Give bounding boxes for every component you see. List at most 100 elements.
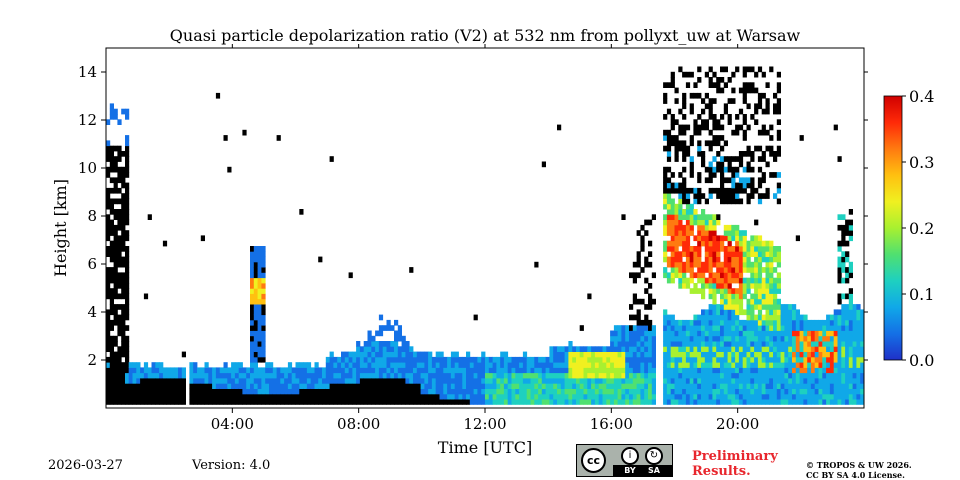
- heatmap-cell: [727, 330, 732, 337]
- heatmap-cell: [356, 383, 361, 389]
- heatmap-cell: [594, 399, 600, 405]
- heatmap-cell: [765, 187, 770, 194]
- heatmap-cell: [773, 156, 778, 162]
- heatmap-cell: [617, 399, 622, 405]
- heatmap-cell: [663, 82, 668, 88]
- heatmap-cell: [670, 367, 675, 374]
- heatmap-cell: [689, 383, 694, 389]
- heatmap-cell: [761, 383, 766, 389]
- heatmap-cell: [697, 251, 702, 257]
- heatmap-cell: [757, 298, 763, 305]
- heatmap-cell: [481, 351, 486, 358]
- heatmap-cell: [394, 367, 399, 374]
- heatmap-cell: [720, 283, 725, 289]
- heatmap-cell: [401, 335, 406, 342]
- heatmap-cell: [738, 383, 744, 389]
- heatmap-cell: [841, 304, 846, 310]
- heatmap-cell: [689, 372, 694, 379]
- heatmap-cell: [701, 214, 706, 220]
- heatmap-cell: [541, 383, 546, 389]
- heatmap-cell: [682, 346, 687, 352]
- heatmap-cell: [799, 383, 804, 389]
- heatmap-cell: [363, 362, 368, 368]
- heatmap-cell: [174, 393, 179, 400]
- heatmap-cell: [469, 356, 474, 363]
- heatmap-cell: [200, 378, 205, 384]
- heatmap-cell: [829, 383, 835, 389]
- heatmap-cell: [856, 388, 861, 395]
- heatmap-cell: [253, 388, 258, 395]
- heatmap-cell: [598, 346, 603, 352]
- heatmap-cell: [613, 372, 619, 379]
- heatmap-cell: [397, 330, 402, 337]
- heatmap-cell: [735, 288, 740, 294]
- heatmap-cell: [727, 156, 732, 162]
- heatmap-cell: [712, 272, 717, 279]
- heatmap-cell: [435, 378, 440, 384]
- heatmap-cell: [473, 388, 478, 395]
- heatmap-cell: [799, 399, 804, 405]
- heatmap-cell: [250, 399, 255, 405]
- heatmap-cell: [553, 388, 558, 395]
- heatmap-cell: [735, 346, 740, 352]
- heatmap-cell: [261, 293, 266, 300]
- heatmap-cell: [431, 367, 437, 374]
- heatmap-cell: [113, 399, 118, 405]
- heatmap-cell: [735, 330, 740, 337]
- heatmap-cell: [765, 367, 770, 374]
- heatmap-cell: [670, 124, 675, 131]
- heatmap-cell: [682, 166, 687, 173]
- heatmap-cell: [723, 166, 728, 173]
- heatmap-cell: [629, 393, 634, 400]
- heatmap-cell: [693, 272, 698, 279]
- heatmap-cell: [674, 335, 679, 342]
- heatmap-cell: [860, 346, 864, 352]
- heatmap-cell: [178, 399, 183, 405]
- heatmap-cell: [731, 87, 736, 94]
- heatmap-cell: [257, 288, 262, 294]
- heatmap-cell: [704, 71, 709, 78]
- heatmap-cell: [765, 351, 770, 358]
- heatmap-cell: [113, 267, 118, 273]
- heatmap-cell: [682, 177, 687, 184]
- heatmap-cell: [651, 378, 656, 384]
- heatmap-cell: [632, 399, 637, 405]
- heatmap-cell: [450, 362, 456, 368]
- heatmap-cell: [742, 330, 747, 337]
- heatmap-cell: [780, 356, 785, 363]
- heatmap-cell: [841, 351, 846, 358]
- heatmap-cell: [708, 378, 713, 384]
- heatmap-cell: [492, 399, 497, 405]
- heatmap-cell: [375, 372, 380, 379]
- heatmap-cell: [810, 341, 816, 347]
- heatmap-cell: [450, 356, 456, 363]
- heatmap-cell: [841, 277, 846, 284]
- heatmap-cell: [792, 335, 797, 342]
- heatmap-cell: [735, 124, 740, 131]
- heatmap-cell: [845, 393, 850, 400]
- heatmap-cell: [776, 129, 781, 136]
- heatmap-cell: [113, 161, 118, 168]
- heatmap-cell: [776, 172, 781, 178]
- heatmap-cell: [765, 283, 770, 289]
- heatmap-cell: [560, 399, 565, 405]
- heatmap-cell: [757, 399, 763, 405]
- heatmap-cell: [488, 362, 493, 368]
- heatmap-cell: [583, 399, 588, 405]
- heatmap-cell: [431, 388, 437, 395]
- heatmap-cell: [572, 372, 577, 379]
- heatmap-cell: [291, 383, 296, 389]
- heatmap-cell: [435, 356, 440, 363]
- heatmap-cell: [435, 362, 440, 368]
- heatmap-cell: [685, 251, 691, 257]
- heatmap-cell: [727, 283, 732, 289]
- heatmap-cell: [591, 372, 596, 379]
- heatmap-cell: [773, 277, 778, 284]
- heatmap-cell: [674, 383, 679, 389]
- heatmap-cell: [731, 298, 736, 305]
- heatmap-cell: [113, 240, 118, 247]
- heatmap-cell: [454, 367, 459, 374]
- heatmap-cell: [648, 367, 653, 374]
- cc-license-badge[interactable]: cc i ↻ BY SA: [576, 444, 673, 477]
